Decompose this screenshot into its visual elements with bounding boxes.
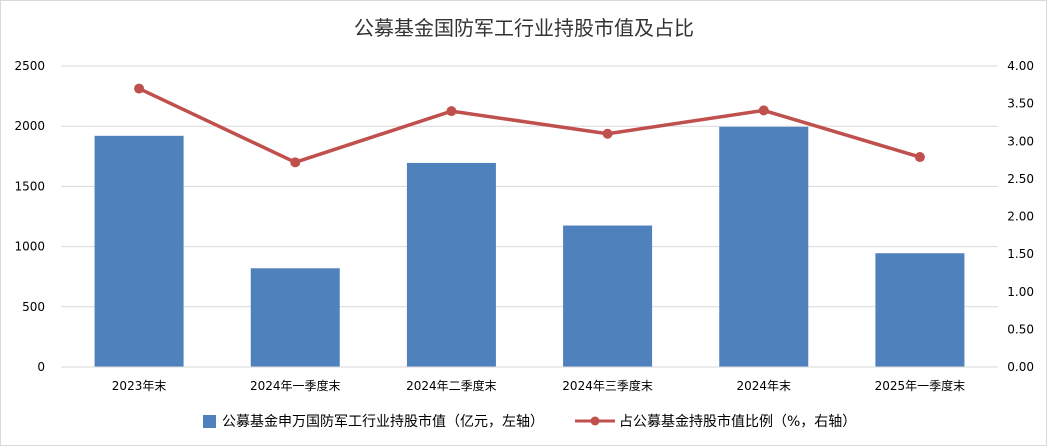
left-tick-label: 2500 [14, 59, 45, 73]
x-tick-label: 2024年末 [736, 379, 791, 393]
bar [94, 135, 184, 367]
line-point [446, 106, 457, 117]
line-point [758, 105, 769, 116]
left-tick-label: 500 [22, 300, 45, 314]
right-tick-label: 3.50 [1007, 97, 1034, 111]
line-series [134, 83, 925, 168]
right-tick-label: 0.50 [1007, 322, 1034, 336]
series-line [138, 86, 921, 165]
legend-line-marker [590, 416, 600, 426]
chart-title: 公募基金国防军工行业持股市值及占比 [354, 16, 694, 40]
gridlines [61, 65, 998, 368]
line-point [914, 152, 925, 163]
right-tick-label: 1.50 [1007, 247, 1034, 261]
x-tick-label: 2025年一季度末 [875, 378, 966, 393]
right-tick-label: 1.00 [1007, 285, 1034, 299]
bar [250, 268, 340, 367]
x-axis: 2023年末 2024年一季度末 2024年二季度末 2024年三季度末 2024年末 2… [61, 366, 998, 393]
left-tick-label: 1500 [14, 179, 45, 193]
bar [406, 162, 496, 367]
x-tick-label: 2024年三季度末 [562, 378, 653, 393]
x-tick-label: 2024年二季度末 [406, 378, 497, 393]
legend-bar-swatch [203, 415, 216, 428]
x-tick-label: 2023年末 [112, 379, 167, 393]
right-tick-label: 3.00 [1007, 134, 1034, 148]
right-tick-label: 2.00 [1007, 210, 1034, 224]
legend: 公募基金申万国防军工行业持股市值（亿元，左轴） 占公募基金持股市值比例（%，右轴… [203, 413, 856, 430]
bar-series [94, 126, 965, 367]
right-y-axis: 0.00 0.50 1.00 1.50 2.00 2.50 3.00 3.50 4.00 [1007, 59, 1034, 374]
left-tick-label: 1000 [14, 240, 45, 254]
right-tick-label: 4.00 [1007, 59, 1034, 73]
left-tick-label: 2000 [14, 119, 45, 133]
legend-line-label: 占公募基金持股市值比例（%，右轴） [619, 413, 856, 430]
bar [719, 126, 809, 367]
line-point [290, 157, 301, 168]
line-point [602, 128, 613, 139]
left-tick-label: 0 [37, 360, 45, 374]
line-point [134, 83, 145, 94]
legend-bar-label: 公募基金申万国防军工行业持股市值（亿元，左轴） [222, 413, 544, 430]
x-tick-label: 2024年一季度末 [250, 378, 341, 393]
left-y-axis: 0 500 1000 1500 2000 2500 [14, 59, 45, 374]
right-tick-label: 2.50 [1007, 172, 1034, 186]
bar [563, 225, 653, 367]
bar [875, 253, 965, 367]
right-tick-label: 0.00 [1007, 360, 1034, 374]
